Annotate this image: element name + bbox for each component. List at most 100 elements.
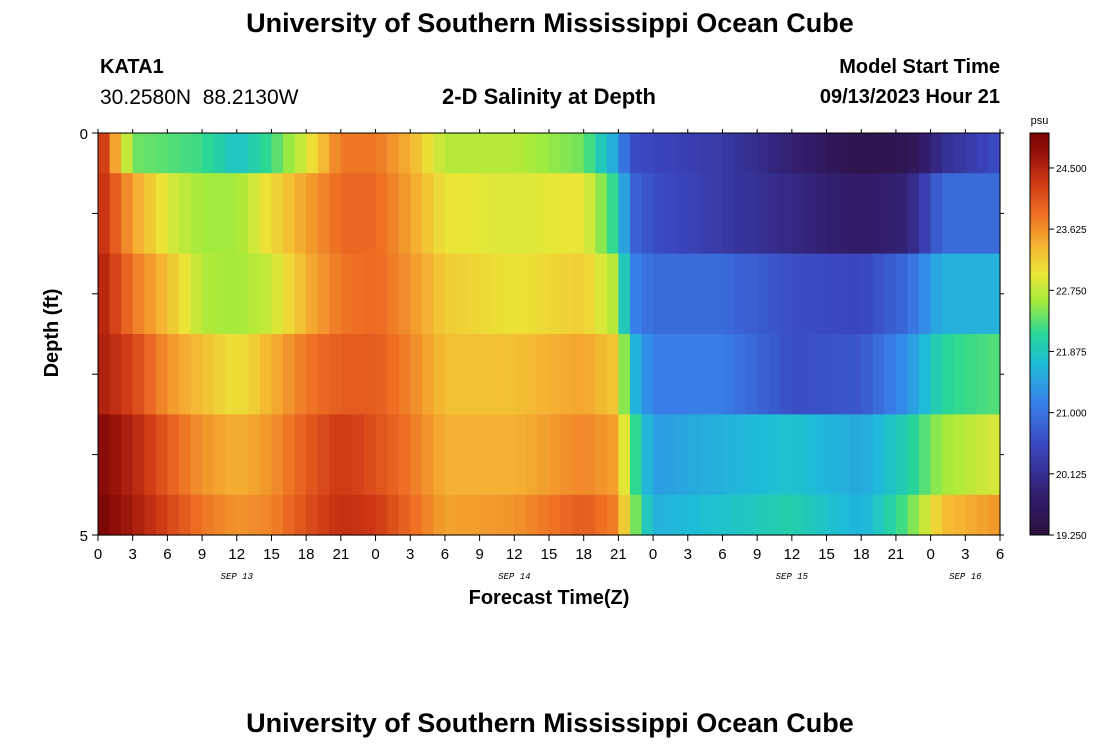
heatmap-cell xyxy=(595,173,608,255)
heatmap-cell xyxy=(745,253,758,335)
heatmap-cell xyxy=(306,414,319,496)
x-tick-label: 21 xyxy=(333,546,350,563)
heatmap-cell xyxy=(965,173,978,255)
heatmap-cell xyxy=(838,133,851,174)
heatmap-cell xyxy=(572,414,585,496)
heatmap-cell xyxy=(132,173,145,255)
heatmap-cell xyxy=(699,494,712,536)
heatmap-cell xyxy=(641,133,654,174)
heatmap-cell xyxy=(710,173,724,255)
heatmap-cell xyxy=(653,133,666,174)
colorbar-tick-label: 21.875 xyxy=(1056,347,1087,358)
heatmap-cell xyxy=(410,173,423,255)
x-tick-label: 3 xyxy=(961,546,969,563)
heatmap-cell xyxy=(549,494,562,536)
heatmap-cell xyxy=(329,334,342,415)
heatmap-cell xyxy=(283,334,296,415)
heatmap-cell xyxy=(942,414,955,496)
heatmap-cell xyxy=(606,414,619,496)
heatmap-cell xyxy=(444,494,458,536)
heatmap-cell xyxy=(710,414,724,496)
heatmap-cell xyxy=(479,334,492,415)
heatmap-cell xyxy=(734,414,747,496)
heatmap-cell xyxy=(259,334,273,415)
heatmap-cell xyxy=(560,334,573,415)
colorbar-gradient xyxy=(1029,132,1050,536)
heatmap-cell xyxy=(583,414,596,496)
heatmap-cell xyxy=(595,133,608,174)
station-id: KATA1 xyxy=(100,56,164,78)
heatmap-cell xyxy=(757,414,770,496)
heatmap-cell xyxy=(722,494,735,536)
heatmap-cell xyxy=(375,133,388,174)
x-tick-label: 3 xyxy=(129,546,137,563)
heatmap-cell xyxy=(942,133,955,174)
x-axis: 0 3 6 9 12 15 18 21 0 3 6 9 12 15 18 21 0 3 6 9 12 15 18 21 0 3 6 S… xyxy=(94,129,1004,582)
heatmap-cell xyxy=(294,334,307,415)
heatmap-cell xyxy=(456,253,469,335)
heatmap-cell xyxy=(363,414,377,496)
heatmap-cell xyxy=(271,414,284,496)
heatmap-cell xyxy=(641,414,654,496)
heatmap-cell xyxy=(202,253,215,335)
heatmap-cell xyxy=(734,133,747,174)
heatmap-cell xyxy=(479,414,492,496)
heatmap-cell xyxy=(722,133,735,174)
heatmap-cell xyxy=(919,173,932,255)
heatmap-cell xyxy=(190,494,203,536)
heatmap-cell xyxy=(167,253,180,335)
heatmap-cell xyxy=(283,494,296,536)
heatmap-cell xyxy=(421,133,434,174)
heatmap-cell xyxy=(664,494,677,536)
heatmap-cell xyxy=(410,414,423,496)
heatmap-cell xyxy=(236,133,249,174)
heatmap-cell xyxy=(433,334,446,415)
heatmap-cell xyxy=(225,173,238,255)
heatmap-cell xyxy=(907,494,920,536)
heatmap-cell xyxy=(942,334,955,415)
heatmap-cell xyxy=(814,253,828,335)
heatmap-cell xyxy=(710,334,724,415)
x-tick-label: 12 xyxy=(506,546,523,563)
heatmap-cell xyxy=(340,133,354,174)
heatmap-cell xyxy=(306,173,319,255)
heatmap-cell xyxy=(502,173,515,255)
heatmap-cell xyxy=(259,414,273,496)
heatmap-cell xyxy=(410,494,423,536)
heatmap-cell xyxy=(768,414,781,496)
colorbar-tick-label: 22.750 xyxy=(1056,286,1087,297)
heatmap-cell xyxy=(491,414,504,496)
heatmap-cell xyxy=(259,494,273,536)
heatmap-cell xyxy=(930,133,943,174)
heatmap-cell xyxy=(629,494,643,536)
heatmap-cell xyxy=(838,414,851,496)
heatmap-cell xyxy=(976,253,990,335)
heatmap-cell xyxy=(167,133,180,174)
heatmap-cell xyxy=(872,133,885,174)
heatmap-cell xyxy=(595,253,608,335)
heatmap-cell xyxy=(572,334,585,415)
heatmap-cell xyxy=(514,173,527,255)
heatmap-cell xyxy=(502,133,515,174)
heatmap-cell xyxy=(525,494,539,536)
heatmap-cell xyxy=(976,414,990,496)
heatmap-cell xyxy=(953,173,966,255)
heatmap-cell xyxy=(849,334,862,415)
heatmap-cell xyxy=(329,173,342,255)
heatmap-cell xyxy=(283,133,296,174)
heatmap-cell xyxy=(965,494,978,536)
heatmap-cell xyxy=(306,494,319,536)
heatmap-cell xyxy=(248,173,261,255)
heatmap-cell xyxy=(352,253,365,335)
heatmap-cell xyxy=(780,334,793,415)
heatmap-cell xyxy=(144,253,157,335)
heatmap-cell xyxy=(491,133,504,174)
heatmap-cell xyxy=(814,494,828,536)
heatmap-cell xyxy=(895,334,909,415)
heatmap-cell xyxy=(699,414,712,496)
y-axis-label: Depth (ft) xyxy=(41,289,63,378)
heatmap-cell xyxy=(178,173,192,255)
x-tick-label: 0 xyxy=(926,546,934,563)
heatmap-cell xyxy=(907,133,920,174)
heatmap-cell xyxy=(98,494,111,536)
